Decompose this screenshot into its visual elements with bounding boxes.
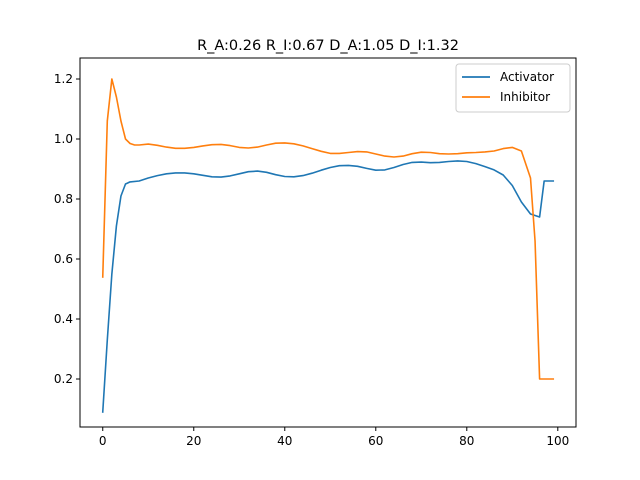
y-tick-label: 0.8: [54, 192, 73, 206]
chart-title: R_A:0.26 R_I:0.67 D_A:1.05 D_I:1.32: [197, 38, 459, 54]
legend-box: [455, 63, 571, 113]
x-tick-label: 0: [99, 434, 107, 448]
x-tick-label: 100: [546, 434, 569, 448]
y-tick-label: 1.0: [54, 132, 73, 146]
axes-frame: [79, 57, 577, 428]
series-line-activator: [101, 160, 555, 413]
x-axis: 0 20 40 60 80 100: [99, 427, 569, 448]
legend-label-activator: Activator: [500, 70, 554, 84]
series-line-inhibitor: [101, 78, 555, 380]
y-tick-label: 1.2: [54, 72, 73, 86]
y-tick-label: 0.6: [54, 252, 73, 266]
x-tick-label: 40: [277, 434, 292, 448]
x-tick-label: 20: [186, 434, 201, 448]
legend-label-inhibitor: Inhibitor: [500, 90, 550, 104]
y-axis: 0.2 0.4 0.6 0.8 1.0 1.2: [54, 72, 80, 386]
x-tick-label: 60: [368, 434, 383, 448]
x-tick-label: 80: [459, 434, 474, 448]
y-tick-label: 0.2: [54, 372, 73, 386]
y-tick-label: 0.4: [54, 312, 73, 326]
plot-area: [101, 78, 555, 413]
legend: Activator Inhibitor: [455, 63, 571, 113]
